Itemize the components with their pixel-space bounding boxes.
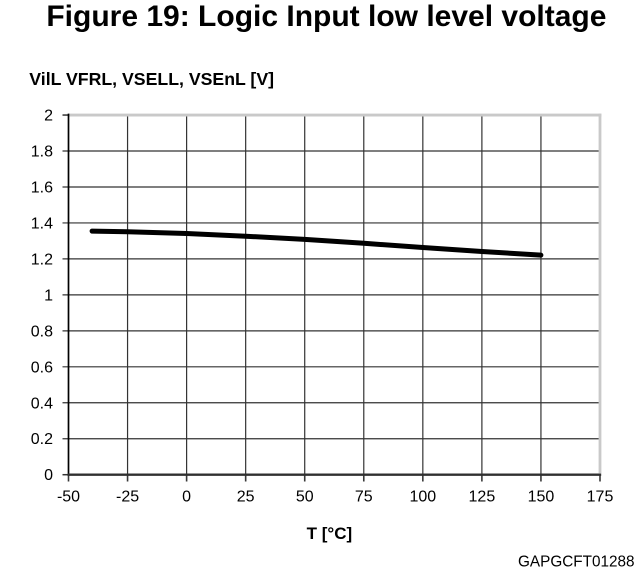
svg-text:Figure 19: Logic Input low lev: Figure 19: Logic Input low level voltage	[46, 0, 606, 33]
svg-text:1: 1	[44, 287, 53, 304]
svg-text:0: 0	[44, 467, 53, 484]
svg-text:1.8: 1.8	[31, 144, 53, 161]
svg-text:1.4: 1.4	[31, 215, 53, 232]
svg-text:100: 100	[409, 489, 436, 506]
svg-text:VilL VFRL, VSELL, VSEnL [V]: VilL VFRL, VSELL, VSEnL [V]	[29, 69, 274, 89]
svg-text:T [°C]: T [°C]	[307, 524, 353, 543]
svg-text:1.6: 1.6	[31, 179, 53, 196]
svg-text:150: 150	[528, 489, 555, 506]
svg-text:175: 175	[587, 489, 614, 506]
svg-text:75: 75	[355, 489, 373, 506]
svg-text:0: 0	[182, 489, 191, 506]
svg-text:1.2: 1.2	[31, 251, 53, 268]
svg-text:GAPGCFT01288: GAPGCFT01288	[518, 553, 634, 570]
svg-text:0.4: 0.4	[31, 395, 53, 412]
svg-text:0.6: 0.6	[31, 359, 53, 376]
svg-text:0.2: 0.2	[31, 431, 53, 448]
svg-text:2: 2	[44, 108, 53, 125]
svg-text:-50: -50	[57, 489, 80, 506]
svg-text:0.8: 0.8	[31, 323, 53, 340]
svg-text:50: 50	[296, 489, 314, 506]
svg-text:25: 25	[237, 489, 255, 506]
svg-text:125: 125	[469, 489, 496, 506]
svg-text:-25: -25	[116, 489, 139, 506]
